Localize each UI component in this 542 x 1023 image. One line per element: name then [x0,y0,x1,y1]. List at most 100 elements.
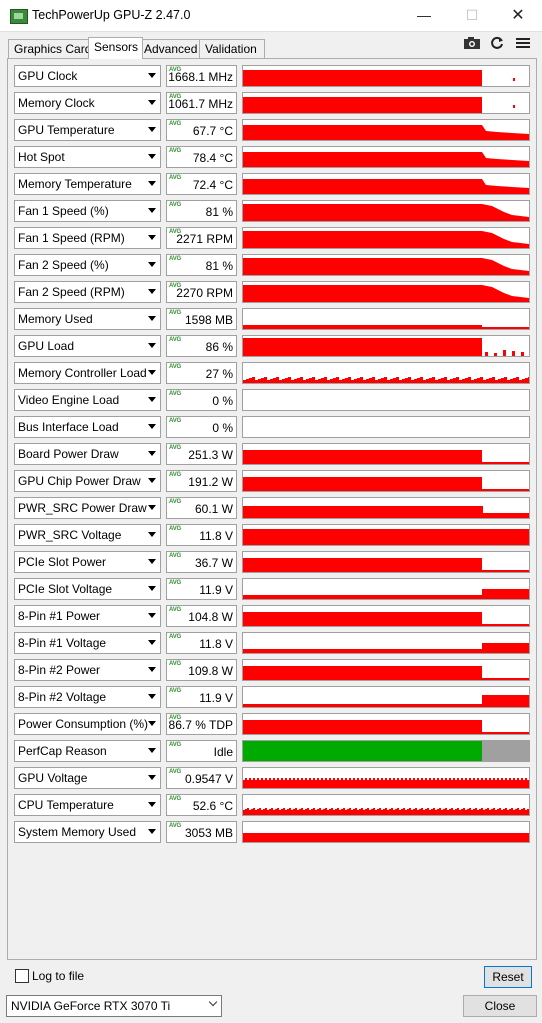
sensor-value-box[interactable]: AVG 11.8 V [166,632,237,654]
sensor-value-box[interactable]: AVG 1061.7 MHz [166,92,237,114]
sensor-name-dropdown[interactable]: Board Power Draw [14,443,161,465]
tab-sensors[interactable]: Sensors [88,37,143,59]
sensor-value-box[interactable]: AVG 191.2 W [166,470,237,492]
sensor-value-box[interactable]: AVG 11.8 V [166,524,237,546]
sensor-name-dropdown[interactable]: Memory Controller Load [14,362,161,384]
reset-button[interactable]: Reset [484,966,532,988]
sensor-name-dropdown[interactable]: Memory Temperature [14,173,161,195]
sensor-name-dropdown[interactable]: PWR_SRC Power Draw [14,497,161,519]
sensor-graph[interactable] [242,227,530,249]
sensor-value-box[interactable]: AVG 72.4 °C [166,173,237,195]
gpu-select[interactable]: NVIDIA GeForce RTX 3070 Ti [6,995,222,1017]
sensor-value-box[interactable]: AVG 60.1 W [166,497,237,519]
sensor-graph[interactable] [242,281,530,303]
sensor-value-box[interactable]: AVG 0.9547 V [166,767,237,789]
sensor-value-box[interactable]: AVG 11.9 V [166,578,237,600]
sensor-graph[interactable] [242,119,530,141]
sensor-name-dropdown[interactable]: PerfCap Reason [14,740,161,762]
sensor-value-box[interactable]: AVG 0 % [166,416,237,438]
sensor-value-box[interactable]: AVG 104.8 W [166,605,237,627]
sensor-name-dropdown[interactable]: GPU Load [14,335,161,357]
sensor-graph[interactable] [242,551,530,573]
maximize-button[interactable]: ☐ [465,7,479,23]
sensor-graph[interactable] [242,632,530,654]
sensor-graph[interactable] [242,254,530,276]
sensor-name-dropdown[interactable]: GPU Temperature [14,119,161,141]
tab-advanced[interactable]: Advanced [138,39,204,58]
sensor-graph[interactable] [242,794,530,816]
sensor-name-dropdown[interactable]: Fan 2 Speed (%) [14,254,161,276]
sensor-graph[interactable] [242,362,530,384]
sensor-name-dropdown[interactable]: Fan 1 Speed (%) [14,200,161,222]
sensor-value-box[interactable]: AVG 81 % [166,200,237,222]
sensor-graph[interactable] [242,740,530,762]
sensor-graph[interactable] [242,578,530,600]
sensor-graph[interactable] [242,524,530,546]
sensor-name-dropdown[interactable]: 8-Pin #2 Power [14,659,161,681]
sensor-name-dropdown[interactable]: GPU Clock [14,65,161,87]
tab-graphics-card[interactable]: Graphics Card [8,39,91,58]
sensor-value-box[interactable]: AVG 3053 MB [166,821,237,843]
sensor-graph[interactable] [242,335,530,357]
sensor-name-dropdown[interactable]: CPU Temperature [14,794,161,816]
refresh-icon[interactable] [490,36,504,54]
sensor-name-dropdown[interactable]: System Memory Used [14,821,161,843]
sensor-name-dropdown[interactable]: Hot Spot [14,146,161,168]
sensor-graph[interactable] [242,389,530,411]
sensor-name-dropdown[interactable]: Bus Interface Load [14,416,161,438]
sensor-value-box[interactable]: AVG 109.8 W [166,659,237,681]
sensor-value-box[interactable]: AVG 0 % [166,389,237,411]
sensor-value-box[interactable]: AVG 52.6 °C [166,794,237,816]
sensor-graph[interactable] [242,497,530,519]
sensor-value-box[interactable]: AVG 2270 RPM [166,281,237,303]
sensor-value-box[interactable]: AVG 67.7 °C [166,119,237,141]
sensor-graph[interactable] [242,605,530,627]
camera-icon[interactable] [463,36,481,54]
sensor-name-dropdown[interactable]: GPU Voltage [14,767,161,789]
sensor-value-box[interactable]: AVG 1668.1 MHz [166,65,237,87]
sensor-value-box[interactable]: AVG Idle [166,740,237,762]
sensor-value-box[interactable]: AVG 27 % [166,362,237,384]
sensor-name-dropdown[interactable]: Fan 1 Speed (RPM) [14,227,161,249]
sensor-value-box[interactable]: AVG 86.7 % TDP [166,713,237,735]
sensor-name-dropdown[interactable]: Memory Clock [14,92,161,114]
sensor-graph[interactable] [242,200,530,222]
sensor-value-box[interactable]: AVG 251.3 W [166,443,237,465]
tab-validation[interactable]: Validation [199,39,265,58]
minimize-button[interactable]: — [417,7,431,23]
sensor-value-box[interactable]: AVG 36.7 W [166,551,237,573]
sensor-name-dropdown[interactable]: Power Consumption (%) [14,713,161,735]
sensor-graph[interactable] [242,146,530,168]
sensor-name-dropdown[interactable]: 8-Pin #1 Voltage [14,632,161,654]
sensor-value-box[interactable]: AVG 2271 RPM [166,227,237,249]
sensor-graph[interactable] [242,173,530,195]
sensor-name-dropdown[interactable]: 8-Pin #1 Power [14,605,161,627]
close-button[interactable]: Close [463,995,537,1017]
sensor-name-dropdown[interactable]: Memory Used [14,308,161,330]
sensor-graph[interactable] [242,443,530,465]
sensor-value-box[interactable]: AVG 11.9 V [166,686,237,708]
sensor-name-dropdown[interactable]: GPU Chip Power Draw [14,470,161,492]
sensor-value-box[interactable]: AVG 78.4 °C [166,146,237,168]
sensor-graph[interactable] [242,416,530,438]
sensor-name-dropdown[interactable]: 8-Pin #2 Voltage [14,686,161,708]
sensor-graph[interactable] [242,686,530,708]
sensor-graph[interactable] [242,65,530,87]
sensor-graph[interactable] [242,767,530,789]
log-to-file-checkbox[interactable] [15,969,29,983]
sensor-graph[interactable] [242,821,530,843]
sensor-value-box[interactable]: AVG 81 % [166,254,237,276]
sensor-name-dropdown[interactable]: PCIe Slot Power [14,551,161,573]
sensor-graph[interactable] [242,713,530,735]
sensor-graph[interactable] [242,92,530,114]
sensor-graph[interactable] [242,659,530,681]
sensor-name-dropdown[interactable]: PCIe Slot Voltage [14,578,161,600]
sensor-name-dropdown[interactable]: Video Engine Load [14,389,161,411]
sensor-name-dropdown[interactable]: PWR_SRC Voltage [14,524,161,546]
sensor-value-box[interactable]: AVG 86 % [166,335,237,357]
sensor-name-dropdown[interactable]: Fan 2 Speed (RPM) [14,281,161,303]
sensor-graph[interactable] [242,308,530,330]
sensor-graph[interactable] [242,470,530,492]
sensor-value-box[interactable]: AVG 1598 MB [166,308,237,330]
close-window-button[interactable]: ✕ [511,7,525,24]
